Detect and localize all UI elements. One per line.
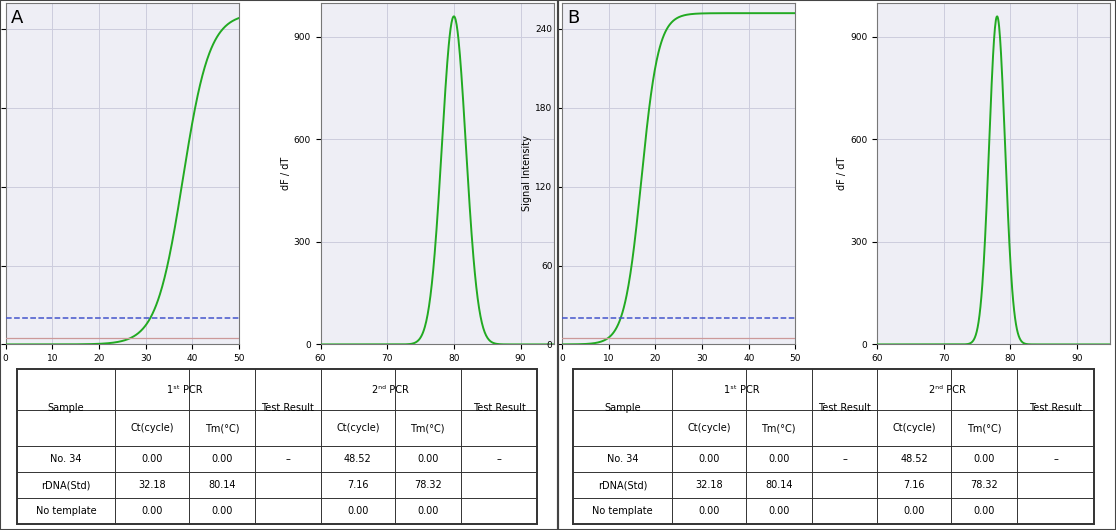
X-axis label: Cycles: Cycles [663,366,694,376]
Text: 0.00: 0.00 [211,454,233,464]
Text: Sample: Sample [48,403,84,413]
Text: 0.00: 0.00 [142,454,163,464]
Title: Peak: Peak [976,0,1011,2]
Text: 1ˢᵗ PCR: 1ˢᵗ PCR [724,385,760,395]
Text: 0.00: 0.00 [699,506,720,516]
Text: 0.00: 0.00 [142,506,163,516]
Text: Sample: Sample [604,403,641,413]
Text: 7.16: 7.16 [347,480,368,490]
Text: Ct(cycle): Ct(cycle) [336,423,379,433]
Text: Ct(cycle): Ct(cycle) [131,423,174,433]
Text: 0.00: 0.00 [768,454,789,464]
Title: Peak: Peak [420,0,454,2]
Title: Amp: Amp [663,0,694,2]
Text: 0.00: 0.00 [904,506,925,516]
Text: 78.32: 78.32 [414,480,442,490]
Text: 0.00: 0.00 [347,506,368,516]
Text: No. 34: No. 34 [50,454,81,464]
Text: 48.52: 48.52 [344,454,372,464]
Text: 0.00: 0.00 [973,506,995,516]
Text: 78.32: 78.32 [971,480,998,490]
Text: Tm(°C): Tm(°C) [761,423,796,433]
Text: –: – [497,454,501,464]
Text: Tm(°C): Tm(°C) [205,423,240,433]
Text: 0.00: 0.00 [699,454,720,464]
Text: No template: No template [36,506,96,516]
Text: rDNA(Std): rDNA(Std) [41,480,90,490]
Title: Amp: Amp [106,0,138,2]
Text: 0.00: 0.00 [417,454,439,464]
Text: 0.00: 0.00 [768,506,789,516]
Text: 80.14: 80.14 [209,480,235,490]
Text: 0.00: 0.00 [973,454,995,464]
Text: Ct(cycle): Ct(cycle) [893,423,936,433]
Text: Test Result: Test Result [818,403,870,413]
Text: 80.14: 80.14 [764,480,792,490]
Text: 48.52: 48.52 [901,454,929,464]
X-axis label: Temperature(Deg.C): Temperature(Deg.C) [944,366,1043,376]
Text: rDNA(Std): rDNA(Std) [598,480,647,490]
Y-axis label: Signal Intensity: Signal Intensity [522,136,532,211]
Text: Ct(cycle): Ct(cycle) [687,423,731,433]
Text: A: A [11,10,23,28]
Text: 0.00: 0.00 [417,506,439,516]
Y-axis label: dF / dT: dF / dT [837,157,847,190]
Text: 7.16: 7.16 [904,480,925,490]
Text: 32.18: 32.18 [695,480,722,490]
Text: Tm(°C): Tm(°C) [411,423,445,433]
Text: Test Result: Test Result [1029,403,1083,413]
Text: 2ⁿᵈ PCR: 2ⁿᵈ PCR [929,385,965,395]
X-axis label: Temperature(Deg.C): Temperature(Deg.C) [387,366,487,376]
Text: No. 34: No. 34 [607,454,638,464]
Text: 2ⁿᵈ PCR: 2ⁿᵈ PCR [373,385,410,395]
Text: –: – [1054,454,1058,464]
Text: No template: No template [593,506,653,516]
Text: Test Result: Test Result [472,403,526,413]
Text: 32.18: 32.18 [138,480,166,490]
Text: –: – [843,454,847,464]
Text: –: – [286,454,290,464]
Text: 0.00: 0.00 [211,506,233,516]
Text: Tm(°C): Tm(°C) [968,423,1001,433]
Text: Test Result: Test Result [261,403,315,413]
Text: B: B [568,10,580,28]
Text: 1ˢᵗ PCR: 1ˢᵗ PCR [167,385,203,395]
Y-axis label: dF / dT: dF / dT [281,157,291,190]
X-axis label: Cycles: Cycles [106,366,138,376]
